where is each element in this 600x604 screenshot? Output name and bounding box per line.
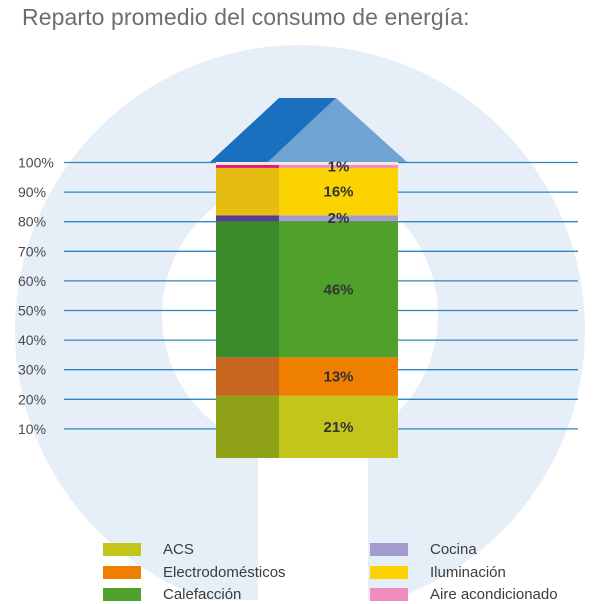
y-tick-label: 90% [18, 184, 46, 200]
bar-segment-calefacci-n-side [216, 221, 279, 358]
bar-segment-iluminaci-n-side [216, 167, 279, 216]
y-tick-label: 30% [18, 362, 46, 378]
y-tick-label: 20% [18, 391, 46, 407]
y-tick-label: 100% [18, 155, 54, 171]
y-tick-label: 40% [18, 332, 46, 348]
data-label: 21% [323, 419, 353, 436]
bar-segment-top-gap [279, 162, 398, 165]
bar-segment-cocina [279, 215, 398, 222]
bar-segment-acs-side [216, 395, 279, 458]
bar-segment-aire-acondicionado [279, 164, 398, 168]
data-label: 46% [323, 281, 353, 298]
stacked-house-bar [216, 162, 398, 458]
bar-segment-calefacci-n [279, 221, 398, 358]
bar-segment-top-gap-side [216, 162, 279, 165]
y-tick-label: 10% [18, 421, 46, 437]
y-tick-label: 50% [18, 303, 46, 319]
data-label: 16% [323, 184, 353, 201]
data-label: 2% [328, 210, 350, 227]
roof-right-face [268, 98, 407, 162]
background-column [258, 440, 368, 600]
y-axis-ticks: 10% 20% 30% 40% 50% 60% 70% 80% 90% 100% [18, 155, 54, 437]
roof-left-face [210, 98, 336, 162]
chart-title: Reparto promedio del consumo de energía: [22, 4, 470, 30]
bar-segment-cocina-side [216, 215, 279, 222]
bar-segment-electrodom-sticos [279, 357, 398, 396]
data-label: 13% [323, 369, 353, 386]
y-tick-label: 60% [18, 273, 46, 289]
bar-segment-electrodom-sticos-side [216, 357, 279, 396]
bar-segment-aire-acondicionado-side [216, 164, 279, 168]
y-tick-label: 70% [18, 243, 46, 259]
data-labels: 21% 13% 46% 2% 16% 1% [323, 158, 353, 435]
bar-segment-acs [279, 395, 398, 458]
y-tick-label: 80% [18, 214, 46, 230]
data-label: 1% [328, 158, 350, 175]
house-roof [210, 98, 407, 162]
bar-segment-iluminaci-n [279, 167, 398, 216]
